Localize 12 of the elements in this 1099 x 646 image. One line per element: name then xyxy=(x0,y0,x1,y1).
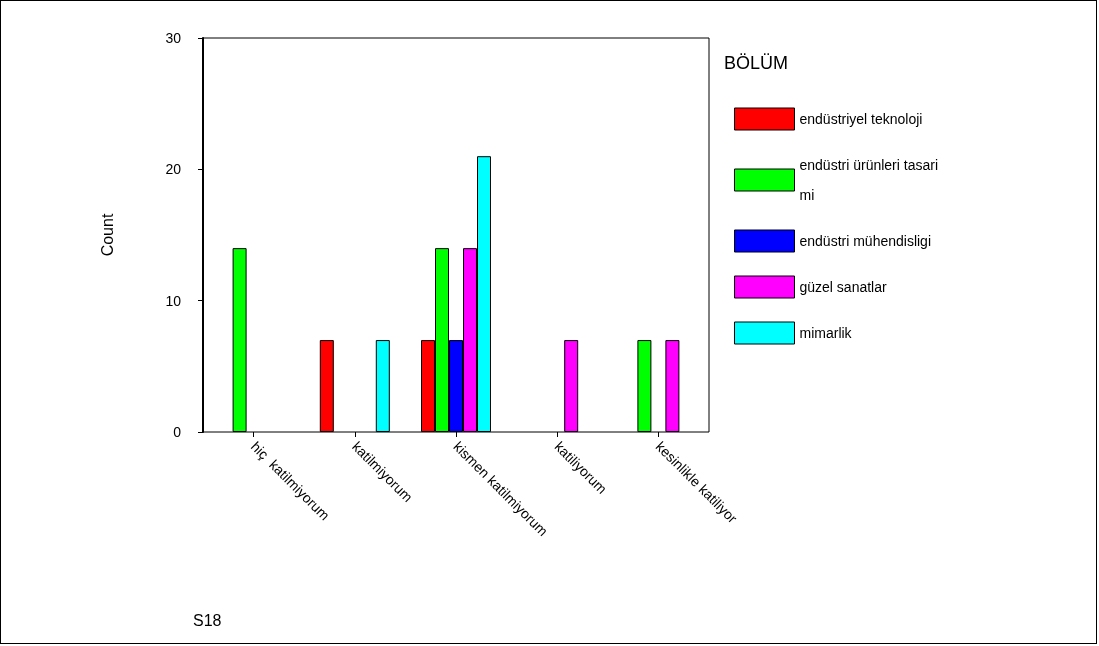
y-tick-label: 20 xyxy=(165,161,182,178)
legend-label: güzel sanatlar xyxy=(799,279,887,295)
y-tick-label: 0 xyxy=(173,424,182,440)
legend-label: endüstri mühendisligi xyxy=(799,233,932,249)
x-axis-title: S18 xyxy=(193,611,222,629)
legend-label: endüstriyel teknoloji xyxy=(799,111,923,127)
legend-label: endüstri ürünleri tasarimi xyxy=(799,157,939,203)
y-tick-label: 10 xyxy=(165,292,182,309)
y-axis-title: Count xyxy=(98,213,116,257)
legend-label: mimarlik xyxy=(799,325,853,341)
y-tick-label: 30 xyxy=(165,30,182,46)
legend-title: BÖLÜM xyxy=(724,53,789,73)
